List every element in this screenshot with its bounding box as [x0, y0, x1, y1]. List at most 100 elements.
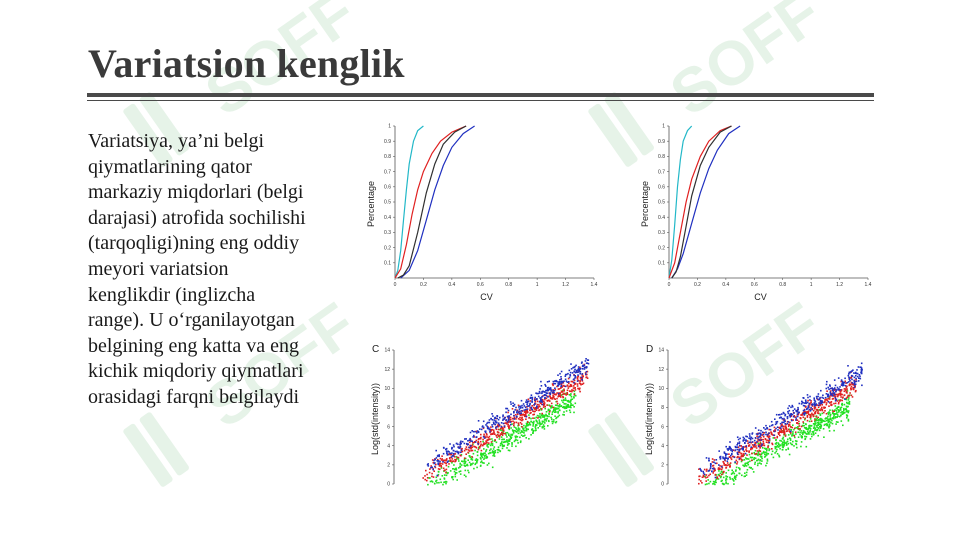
scatter-point [724, 453, 727, 455]
scatter-point [517, 411, 520, 414]
scatter-point [508, 417, 510, 419]
scatter-point [787, 438, 789, 441]
scatter-point [737, 438, 740, 441]
scatter-point [514, 409, 516, 411]
scatter-point [572, 366, 574, 369]
scatter-point [708, 469, 710, 472]
scatter-point [565, 380, 568, 382]
scatter-point [827, 424, 829, 427]
scatter-point [741, 455, 743, 458]
scatter-point [713, 470, 715, 472]
scatter-point [840, 380, 842, 383]
scatter-point [795, 410, 798, 413]
scatter-point [744, 472, 746, 474]
scatter-point [777, 443, 780, 445]
scatter-point [573, 397, 575, 399]
scatter-series-1 [426, 358, 590, 477]
scatter-point [569, 374, 572, 377]
scatter-point [527, 405, 529, 407]
scatter-point [827, 418, 830, 420]
scatter-point [494, 450, 496, 452]
scatter-point [847, 405, 849, 408]
scatter-point [825, 402, 828, 404]
scatter-point [452, 444, 455, 446]
scatter-point [702, 470, 704, 473]
scatter-point [445, 468, 448, 471]
scatter-point [573, 381, 575, 384]
scatter-point [536, 400, 539, 403]
scatter-point [731, 450, 734, 453]
scatter-point [563, 393, 566, 395]
scatter-point [847, 410, 850, 412]
scatter-point [464, 438, 466, 440]
scatter-point [796, 422, 798, 424]
scatter-point [762, 442, 765, 445]
scatter-point [492, 454, 494, 457]
scatter-point [572, 378, 575, 381]
scatter-point [851, 396, 854, 398]
scatter-point [534, 402, 536, 405]
scatter-point [806, 415, 809, 417]
scatter-point [472, 442, 474, 444]
scatter-point [829, 413, 832, 416]
scatter-point [717, 478, 720, 480]
scatter-point [814, 419, 816, 421]
scatter-point [711, 458, 714, 460]
scatter-point [474, 449, 476, 452]
scatter-point [825, 417, 827, 419]
scatter-point [804, 402, 806, 404]
scatter-point [789, 442, 792, 444]
scatter-point [481, 426, 484, 428]
scatter-point [729, 466, 731, 468]
x-tick-label: 0.4 [448, 282, 455, 288]
scatter-point [828, 423, 831, 425]
scatter-point [486, 422, 488, 425]
scatter-point [830, 401, 833, 403]
scatter-point [815, 422, 817, 425]
scatter-point [431, 472, 433, 475]
scatter-point [467, 469, 469, 472]
scatter-point [497, 418, 500, 421]
scatter-point [699, 467, 701, 470]
scatter-point [829, 402, 831, 404]
scatter-point [564, 375, 567, 377]
scatter-point [541, 422, 544, 424]
scatter-point [809, 438, 812, 440]
scatter-point [784, 434, 787, 436]
scatter-point [829, 392, 832, 395]
scatter-point [451, 452, 453, 454]
scatter-point [474, 462, 477, 465]
scatter-point [494, 440, 496, 442]
scatter-point [781, 413, 783, 415]
scatter-point [511, 434, 513, 436]
scatter-point [776, 448, 778, 451]
scatter-point [460, 440, 462, 443]
scatter-point [827, 413, 830, 416]
scatter-point [790, 430, 792, 433]
scatter-point [727, 469, 730, 472]
scatter-point [819, 413, 822, 415]
scatter-point [554, 380, 556, 382]
scatter-point [554, 410, 557, 413]
scatter-point [579, 383, 582, 385]
scatter-point [860, 372, 863, 375]
scatter-point [846, 390, 849, 392]
scatter-point [727, 457, 729, 460]
scatter-point [525, 426, 527, 428]
scatter-point [823, 411, 825, 414]
scatter-point [769, 425, 771, 428]
scatter-point [860, 371, 862, 374]
scatter-point [540, 417, 542, 419]
scatter-point [724, 456, 727, 458]
scatter-point [809, 429, 811, 432]
scatter-point [713, 482, 715, 485]
scatter-point [557, 412, 559, 414]
scatter-point [771, 442, 773, 445]
scatter-point [534, 425, 537, 427]
scatter-point [814, 405, 816, 407]
scatter-point [817, 399, 820, 401]
scatter-point [525, 437, 527, 439]
scatter-point [818, 402, 820, 404]
scatter-point [796, 410, 799, 413]
scatter-point [533, 404, 535, 406]
